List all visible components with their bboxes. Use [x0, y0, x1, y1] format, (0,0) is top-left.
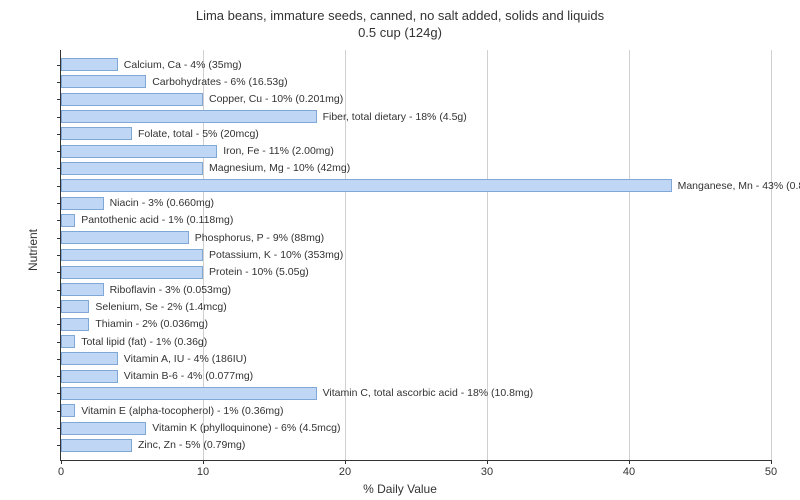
- bar-label: Protein - 10% (5.05g): [209, 266, 309, 278]
- x-tick-mark: [771, 460, 772, 464]
- bar: [61, 179, 672, 192]
- bar-row: Thiamin - 2% (0.036mg): [61, 318, 208, 331]
- bar-row: Iron, Fe - 11% (2.00mg): [61, 145, 334, 158]
- bar-label: Selenium, Se - 2% (1.4mcg): [95, 301, 226, 313]
- bar-label: Copper, Cu - 10% (0.201mg): [209, 93, 343, 105]
- bar: [61, 197, 104, 210]
- bar-label: Vitamin B-6 - 4% (0.077mg): [124, 370, 253, 382]
- bar: [61, 145, 217, 158]
- bar: [61, 110, 317, 123]
- bar: [61, 352, 118, 365]
- bar-label: Vitamin C, total ascorbic acid - 18% (10…: [323, 387, 533, 399]
- bar-row: Potassium, K - 10% (353mg): [61, 249, 343, 262]
- bar: [61, 162, 203, 175]
- x-tick-label: 40: [623, 466, 635, 478]
- bar-row: Copper, Cu - 10% (0.201mg): [61, 93, 343, 106]
- x-tick-label: 50: [765, 466, 777, 478]
- bar: [61, 214, 75, 227]
- chart-container: Lima beans, immature seeds, canned, no s…: [0, 0, 800, 500]
- bar-label: Vitamin E (alpha-tocopherol) - 1% (0.36m…: [81, 405, 283, 417]
- bar: [61, 58, 118, 71]
- bar: [61, 370, 118, 383]
- bar: [61, 404, 75, 417]
- bar-label: Calcium, Ca - 4% (35mg): [124, 59, 242, 71]
- bar-row: Vitamin B-6 - 4% (0.077mg): [61, 370, 253, 383]
- bar-row: Manganese, Mn - 43% (0.868mg): [61, 179, 800, 192]
- bar: [61, 231, 189, 244]
- bar: [61, 127, 132, 140]
- bar-row: Calcium, Ca - 4% (35mg): [61, 58, 242, 71]
- bar-row: Carbohydrates - 6% (16.53g): [61, 75, 288, 88]
- bar-row: Total lipid (fat) - 1% (0.36g): [61, 335, 207, 348]
- title-line-1: Lima beans, immature seeds, canned, no s…: [196, 8, 604, 23]
- x-tick-mark: [345, 460, 346, 464]
- bar: [61, 387, 317, 400]
- x-tick-label: 10: [197, 466, 209, 478]
- bar: [61, 283, 104, 296]
- x-tick-mark: [61, 460, 62, 464]
- x-tick-mark: [629, 460, 630, 464]
- bar-label: Potassium, K - 10% (353mg): [209, 249, 343, 261]
- bar-row: Zinc, Zn - 5% (0.79mg): [61, 439, 245, 452]
- x-tick-mark: [203, 460, 204, 464]
- bar-label: Total lipid (fat) - 1% (0.36g): [81, 336, 207, 348]
- x-axis-label: % Daily Value: [363, 482, 437, 496]
- bar-label: Zinc, Zn - 5% (0.79mg): [138, 439, 245, 451]
- bar: [61, 318, 89, 331]
- chart-plot-area: 01020304050Calcium, Ca - 4% (35mg)Carboh…: [60, 50, 771, 461]
- bar-label: Iron, Fe - 11% (2.00mg): [223, 145, 334, 157]
- bar-row: Niacin - 3% (0.660mg): [61, 197, 214, 210]
- bar: [61, 439, 132, 452]
- bar-row: Vitamin C, total ascorbic acid - 18% (10…: [61, 387, 533, 400]
- bar: [61, 300, 89, 313]
- bar-row: Vitamin E (alpha-tocopherol) - 1% (0.36m…: [61, 404, 284, 417]
- bar-row: Selenium, Se - 2% (1.4mcg): [61, 300, 227, 313]
- bar-label: Carbohydrates - 6% (16.53g): [152, 76, 287, 88]
- bar-row: Folate, total - 5% (20mcg): [61, 127, 259, 140]
- bar-label: Vitamin A, IU - 4% (186IU): [124, 353, 247, 365]
- bar-label: Vitamin K (phylloquinone) - 6% (4.5mcg): [152, 422, 340, 434]
- bar-label: Thiamin - 2% (0.036mg): [95, 318, 208, 330]
- bar: [61, 249, 203, 262]
- y-axis-label: Nutrient: [26, 229, 40, 271]
- bar-label: Riboflavin - 3% (0.053mg): [110, 284, 231, 296]
- bar: [61, 75, 146, 88]
- bar-label: Fiber, total dietary - 18% (4.5g): [323, 111, 467, 123]
- x-tick-label: 0: [58, 466, 64, 478]
- title-line-2: 0.5 cup (124g): [358, 25, 442, 40]
- bar: [61, 422, 146, 435]
- chart-title: Lima beans, immature seeds, canned, no s…: [0, 0, 800, 42]
- bar-label: Magnesium, Mg - 10% (42mg): [209, 162, 350, 174]
- bar-label: Niacin - 3% (0.660mg): [110, 197, 214, 209]
- bar-label: Pantothenic acid - 1% (0.118mg): [81, 214, 233, 226]
- bar-row: Pantothenic acid - 1% (0.118mg): [61, 214, 233, 227]
- x-tick-mark: [487, 460, 488, 464]
- gridline: [629, 50, 630, 460]
- bar-row: Magnesium, Mg - 10% (42mg): [61, 162, 350, 175]
- bar: [61, 93, 203, 106]
- bar-row: Vitamin A, IU - 4% (186IU): [61, 352, 247, 365]
- x-tick-label: 30: [481, 466, 493, 478]
- bar-label: Folate, total - 5% (20mcg): [138, 128, 259, 140]
- bar-label: Manganese, Mn - 43% (0.868mg): [678, 180, 800, 192]
- x-tick-label: 20: [339, 466, 351, 478]
- bar: [61, 266, 203, 279]
- bar-row: Phosphorus, P - 9% (88mg): [61, 231, 324, 244]
- bar-label: Phosphorus, P - 9% (88mg): [195, 232, 324, 244]
- bar: [61, 335, 75, 348]
- plot-region: 01020304050Calcium, Ca - 4% (35mg)Carboh…: [61, 50, 771, 460]
- bar-row: Fiber, total dietary - 18% (4.5g): [61, 110, 467, 123]
- gridline: [771, 50, 772, 460]
- bar-row: Protein - 10% (5.05g): [61, 266, 309, 279]
- bar-row: Vitamin K (phylloquinone) - 6% (4.5mcg): [61, 422, 341, 435]
- bar-row: Riboflavin - 3% (0.053mg): [61, 283, 231, 296]
